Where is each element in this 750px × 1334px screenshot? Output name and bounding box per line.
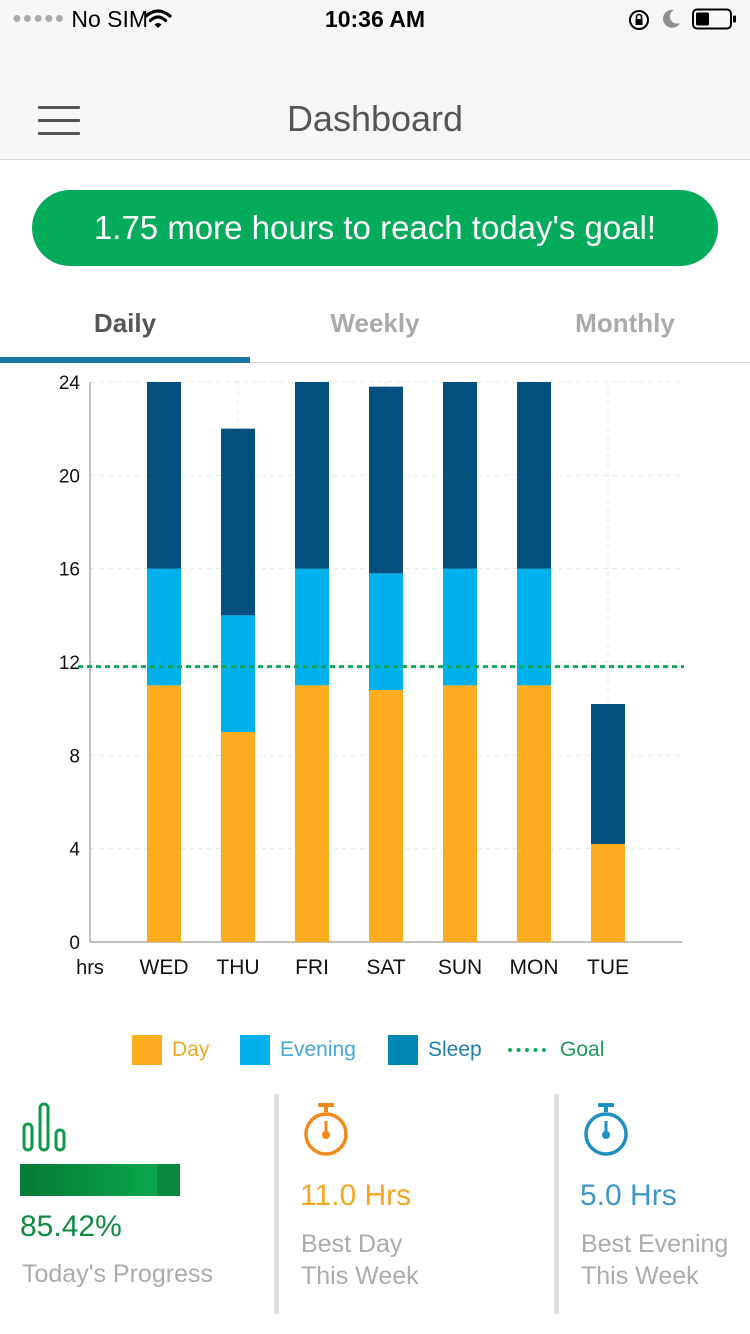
x-tick-label: WED bbox=[140, 956, 189, 979]
x-axis-label: hrs bbox=[76, 957, 104, 979]
legend-evening: Evening bbox=[240, 1033, 356, 1067]
best-day-label-line2: This Week bbox=[301, 1262, 419, 1290]
x-tick-label: SUN bbox=[438, 956, 482, 979]
bar-evening bbox=[369, 573, 403, 690]
y-tick-label: 20 bbox=[59, 466, 80, 487]
hamburger-menu-icon[interactable] bbox=[38, 106, 82, 136]
bar-sleep bbox=[591, 704, 625, 844]
bar-chart-icon bbox=[22, 1102, 66, 1152]
battery-icon bbox=[692, 8, 736, 30]
y-tick-label: 4 bbox=[69, 840, 80, 861]
bar-day bbox=[295, 685, 329, 942]
today-progress-fill bbox=[20, 1164, 157, 1196]
bar-day bbox=[369, 690, 403, 942]
moon-icon bbox=[663, 9, 680, 28]
bar-sleep bbox=[443, 382, 477, 569]
legend-day-label: Day bbox=[172, 1038, 210, 1061]
bar-sleep bbox=[295, 382, 329, 569]
today-progress-value: 85.42% bbox=[20, 1210, 122, 1243]
tab-weekly-label: Weekly bbox=[330, 308, 420, 338]
legend-goal: Goal bbox=[508, 1033, 604, 1067]
today-progress-bar bbox=[20, 1164, 180, 1196]
bar-sleep bbox=[147, 382, 181, 569]
best-evening-label-line2: This Week bbox=[581, 1262, 699, 1290]
tab-daily[interactable]: Daily bbox=[0, 290, 250, 360]
x-tick-label: THU bbox=[216, 956, 259, 979]
legend-sleep-swatch bbox=[388, 1035, 418, 1065]
legend-sleep: Sleep bbox=[388, 1033, 482, 1067]
bar-sleep bbox=[221, 428, 255, 616]
stats-panel: 85.42% Today's Progress 11.0 Hrs Best Da… bbox=[0, 1092, 750, 1322]
goal-banner-text: 1.75 more hours to reach today's goal! bbox=[93, 209, 657, 246]
carrier-indicator: ●●●●● No SIM bbox=[12, 6, 148, 33]
x-tick-label: MON bbox=[510, 956, 559, 979]
legend-day-swatch bbox=[132, 1035, 162, 1065]
y-tick-label: 16 bbox=[59, 560, 80, 581]
best-evening-value: 5.0 Hrs bbox=[580, 1179, 677, 1212]
x-tick-label: SAT bbox=[366, 956, 405, 979]
hours-bar-chart: 0 4 8 12 16 20 24 WED THU FRI SAT SUN MON TUE hrs bbox=[59, 373, 684, 979]
best-day-value: 11.0 Hrs bbox=[300, 1179, 412, 1212]
period-tabs: Daily Weekly Monthly bbox=[0, 290, 750, 363]
stopwatch-icon bbox=[584, 1103, 628, 1156]
y-tick-label: 12 bbox=[59, 653, 80, 674]
clock: 10:36 AM bbox=[324, 6, 426, 32]
y-tick-label: 24 bbox=[59, 373, 81, 394]
legend-goal-swatch bbox=[508, 1048, 546, 1052]
y-tick-label: 8 bbox=[69, 746, 80, 767]
x-tick-label: TUE bbox=[587, 956, 629, 979]
stats-divider bbox=[274, 1094, 279, 1314]
y-tick-label: 0 bbox=[69, 933, 80, 954]
rotation-lock-icon bbox=[629, 10, 649, 30]
x-tick-label: FRI bbox=[295, 956, 329, 979]
legend-evening-swatch bbox=[240, 1035, 270, 1065]
tab-daily-label: Daily bbox=[93, 308, 157, 338]
best-day-label-line1: Best Day bbox=[301, 1230, 403, 1258]
carrier-label: No SIM bbox=[71, 6, 149, 32]
navigation-bar: Dashboard bbox=[0, 40, 750, 160]
active-tab-indicator bbox=[0, 357, 250, 363]
legend-evening-label: Evening bbox=[280, 1038, 356, 1061]
tab-weekly[interactable]: Weekly bbox=[250, 290, 500, 360]
bar-evening bbox=[221, 615, 255, 732]
stopwatch-icon bbox=[304, 1103, 348, 1156]
status-bar: ●●●●● No SIM 10:36 AM bbox=[0, 0, 750, 40]
tab-monthly-label: Monthly bbox=[575, 308, 675, 338]
bar-day bbox=[147, 685, 181, 942]
bar-day bbox=[221, 732, 255, 942]
legend-sleep-label: Sleep bbox=[428, 1038, 482, 1061]
signal-dots-icon: ●●●●● bbox=[12, 10, 66, 27]
best-evening-label-line1: Best Evening bbox=[581, 1230, 729, 1258]
tab-monthly[interactable]: Monthly bbox=[500, 290, 750, 360]
goal-banner: 1.75 more hours to reach today's goal! bbox=[32, 190, 718, 266]
legend-day: Day bbox=[132, 1033, 209, 1067]
page-title: Dashboard bbox=[286, 98, 464, 139]
bar-day bbox=[443, 685, 477, 942]
chart-legend: Day Evening Sleep Goal bbox=[0, 1033, 750, 1067]
wifi-icon bbox=[144, 9, 172, 28]
legend-goal-label: Goal bbox=[560, 1038, 605, 1061]
bar-day bbox=[591, 844, 625, 942]
bar-day bbox=[517, 685, 551, 942]
stats-divider bbox=[554, 1094, 559, 1314]
bar-sleep bbox=[517, 382, 551, 569]
bar-sleep bbox=[369, 386, 403, 574]
today-progress-label: Today's Progress bbox=[22, 1260, 213, 1288]
